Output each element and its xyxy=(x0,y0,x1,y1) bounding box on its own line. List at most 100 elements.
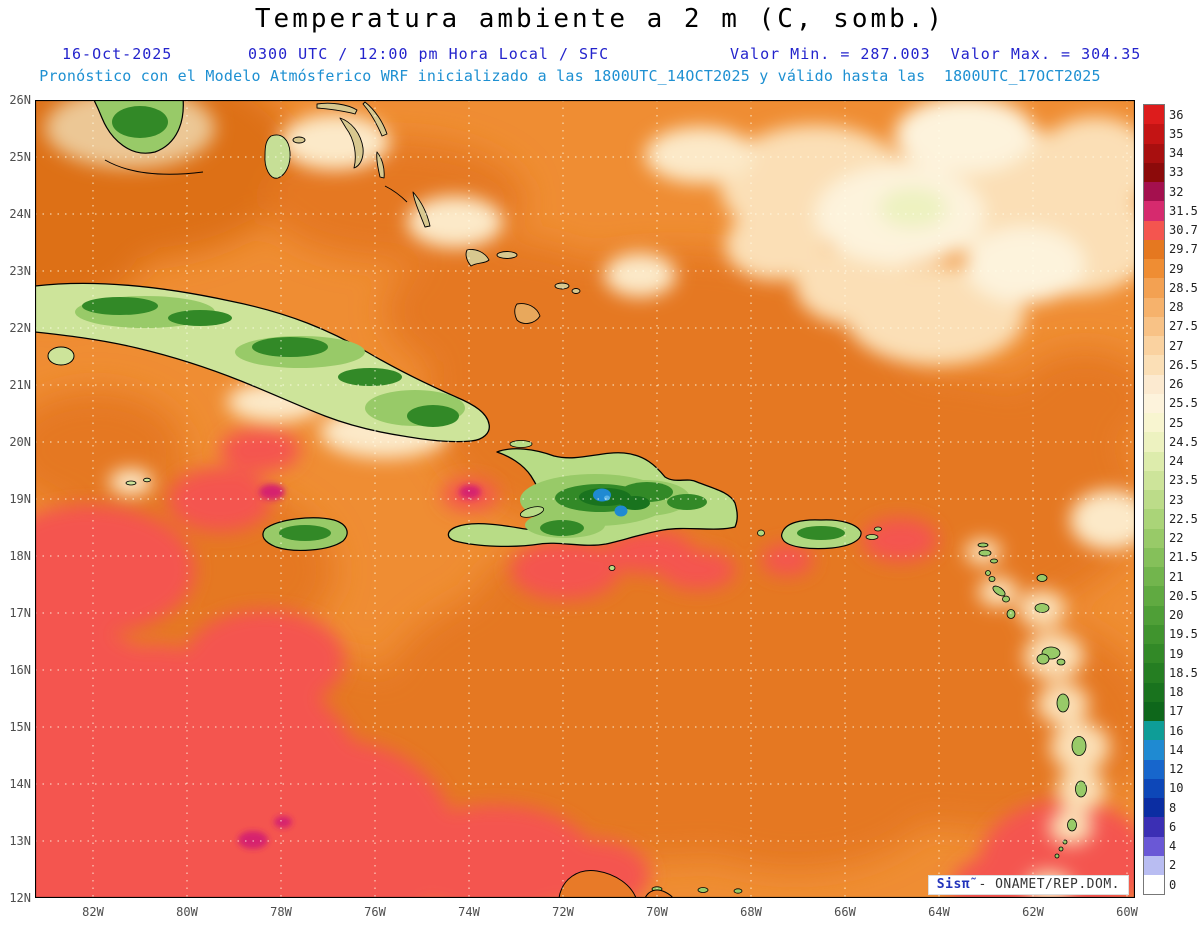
colorbar-label-19: 19 xyxy=(1169,646,1184,661)
lat-label-20N: 20N xyxy=(9,435,31,449)
colorbar-label-26: 26 xyxy=(1169,377,1184,392)
islands-layer xyxy=(35,100,1087,898)
isla-juventud xyxy=(47,346,75,366)
colorbar-cell-23.5: 23.5 xyxy=(1144,470,1198,490)
florida-peninsula xyxy=(93,100,204,175)
colorbar-label-24.5: 24.5 xyxy=(1169,434,1198,449)
colorbar-label-12: 12 xyxy=(1169,762,1184,777)
colorbar-label-2: 2 xyxy=(1169,858,1177,873)
colorbar-cell-22.5: 22.5 xyxy=(1144,509,1198,529)
lat-label-22N: 22N xyxy=(9,321,31,335)
culebra xyxy=(874,526,882,532)
lat-label-21N: 21N xyxy=(9,378,31,392)
lat-label-12N: 12N xyxy=(9,891,31,905)
watermark-org: - ONAMET/REP.DOM. xyxy=(978,877,1120,892)
colorbar-label-4: 4 xyxy=(1169,839,1177,854)
colorbar-cell-30.7: 30.7 xyxy=(1144,220,1198,240)
lon-label-72W: 72W xyxy=(552,905,574,919)
colorbar-label-19.5: 19.5 xyxy=(1169,627,1198,642)
watermark: Sisπ̃ - ONAMET/REP.DOM. xyxy=(927,875,1129,895)
colorbar-cell-29.7: 29.7 xyxy=(1144,239,1198,259)
mona-island xyxy=(757,529,765,537)
colorbar-label-27.5: 27.5 xyxy=(1169,319,1198,334)
sispi-logo: Sisπ̃ xyxy=(936,877,971,892)
colorbar-cell-21.5: 21.5 xyxy=(1144,547,1198,567)
lat-label-23N: 23N xyxy=(9,264,31,278)
colorbar-label-0: 0 xyxy=(1169,877,1177,892)
colorbar-cell-29: 29 xyxy=(1144,259,1183,279)
lat-lon-grid xyxy=(35,100,1135,898)
colorbar-label-18: 18 xyxy=(1169,685,1184,700)
colorbar-label-34: 34 xyxy=(1169,146,1184,161)
bonaire xyxy=(733,888,743,894)
colorbar-label-20.5: 20.5 xyxy=(1169,588,1198,603)
lon-label-64W: 64W xyxy=(928,905,950,919)
lon-label-76W: 76W xyxy=(364,905,386,919)
hispaniola-island xyxy=(447,440,738,571)
colorbar-cell-33: 33 xyxy=(1144,162,1183,182)
colorbar-label-29: 29 xyxy=(1169,261,1184,276)
colorbar-label-20: 20 xyxy=(1169,608,1184,623)
florida-keys xyxy=(104,159,204,175)
puerto-rico-island xyxy=(757,519,882,550)
lat-label-19N: 19N xyxy=(9,492,31,506)
lat-label-25N: 25N xyxy=(9,150,31,164)
colorbar-label-23: 23 xyxy=(1169,492,1184,507)
colorbar-label-24: 24 xyxy=(1169,454,1184,469)
colorbar-cell-19: 19 xyxy=(1144,644,1183,664)
colorbar-cell-14: 14 xyxy=(1144,740,1183,760)
colorbar-label-30.7: 30.7 xyxy=(1169,223,1198,238)
colorbar-cell-20.5: 20.5 xyxy=(1144,586,1198,606)
colorbar-cell-24: 24 xyxy=(1144,451,1183,471)
colorbar-label-35: 35 xyxy=(1169,126,1184,141)
colorbar-cell-18.5: 18.5 xyxy=(1144,663,1198,683)
colorbar-cell-36: 36 xyxy=(1144,105,1183,125)
sea-hot-red-patches xyxy=(35,428,1135,898)
colorbar-cell-25: 25 xyxy=(1144,413,1183,433)
colorbar-label-8: 8 xyxy=(1169,800,1177,815)
colorbar-cell-12: 12 xyxy=(1144,759,1183,779)
map-frame xyxy=(35,100,1135,898)
colorbar-label-21: 21 xyxy=(1169,569,1184,584)
colorbar-label-33: 33 xyxy=(1169,165,1184,180)
lon-label-82W: 82W xyxy=(82,905,104,919)
colorbar-cell-6: 6 xyxy=(1144,817,1176,837)
lat-label-18N: 18N xyxy=(9,549,31,563)
lon-label-80W: 80W xyxy=(176,905,198,919)
forecast-date: 16-Oct-2025 xyxy=(62,45,173,63)
colorbar-cell-22: 22 xyxy=(1144,528,1183,548)
colorbar-cell-34: 34 xyxy=(1144,143,1183,163)
lat-label-14N: 14N xyxy=(9,777,31,791)
colorbar-label-26.5: 26.5 xyxy=(1169,357,1198,372)
colorbar-cell-27.5: 27.5 xyxy=(1144,316,1198,336)
colorbar-label-36: 36 xyxy=(1169,107,1184,122)
vieques xyxy=(865,534,879,540)
colorbar-label-22: 22 xyxy=(1169,531,1184,546)
lon-label-68W: 68W xyxy=(740,905,762,919)
colorbar-label-25.5: 25.5 xyxy=(1169,396,1198,411)
colorbar-label-14: 14 xyxy=(1169,742,1184,757)
cayman-islands xyxy=(125,480,137,486)
colorbar-label-6: 6 xyxy=(1169,819,1177,834)
lon-label-74W: 74W xyxy=(458,905,480,919)
colorbar-label-25: 25 xyxy=(1169,415,1184,430)
lon-label-60W: 60W xyxy=(1116,905,1138,919)
colorbar-cell-21: 21 xyxy=(1144,567,1183,587)
subtitle-line2: Pronóstico con el Modelo Atmósferico WRF… xyxy=(39,67,1101,85)
tortuga-island xyxy=(509,440,533,448)
colorbar-cell-18: 18 xyxy=(1144,682,1183,702)
colorbar-label-27: 27 xyxy=(1169,338,1184,353)
lat-label-26N: 26N xyxy=(9,93,31,107)
colorbar-cell-27: 27 xyxy=(1144,336,1183,356)
temperature-map-svg xyxy=(35,100,1135,898)
sea-cool-cream-patches xyxy=(45,100,1135,898)
lat-label-17N: 17N xyxy=(9,606,31,620)
colorbar-cell-31.5: 31.5 xyxy=(1144,201,1198,221)
colorbar-cell-19.5: 19.5 xyxy=(1144,624,1198,644)
colorbar-label-16: 16 xyxy=(1169,723,1184,738)
colorbar-cell-26.5: 26.5 xyxy=(1144,355,1198,375)
lat-label-13N: 13N xyxy=(9,834,31,848)
colorbar-cell-20: 20 xyxy=(1144,605,1183,625)
lon-label-70W: 70W xyxy=(646,905,668,919)
